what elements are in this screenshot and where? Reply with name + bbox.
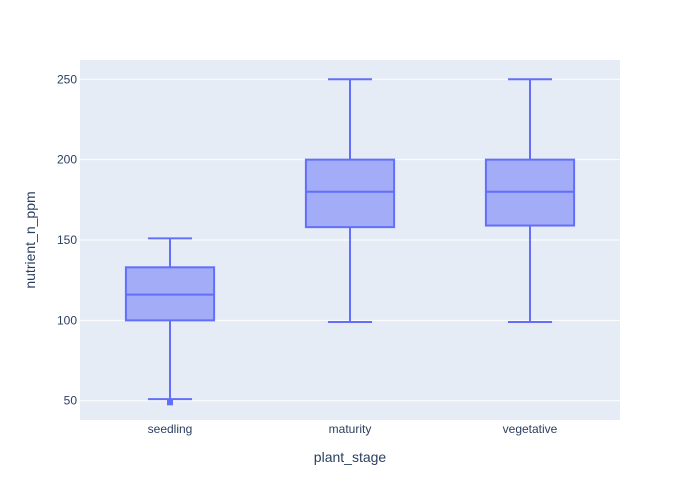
box-maturity: [304, 78, 396, 323]
x-tick-label: maturity: [329, 422, 372, 436]
y-tick-label: 250: [57, 72, 77, 86]
y-axis-title: nutrient_n_ppm: [22, 191, 38, 288]
y-axis-ticks: 50 100 150 200 250: [57, 72, 77, 407]
y-tick-label: 150: [57, 233, 77, 247]
y-tick-label: 200: [57, 153, 77, 167]
x-axis-title: plant_stage: [314, 449, 387, 465]
outlier-point: [167, 399, 173, 406]
y-tick-label: 100: [57, 313, 77, 327]
x-axis-ticks: seedling maturity vegetative: [148, 422, 558, 436]
boxes: [124, 78, 576, 406]
box-vegetative: [484, 78, 576, 323]
x-tick-label: seedling: [148, 422, 193, 436]
y-tick-label: 50: [64, 394, 78, 408]
box-seedling: [124, 237, 216, 406]
x-tick-label: vegetative: [503, 422, 558, 436]
box-iqr: [304, 158, 396, 229]
